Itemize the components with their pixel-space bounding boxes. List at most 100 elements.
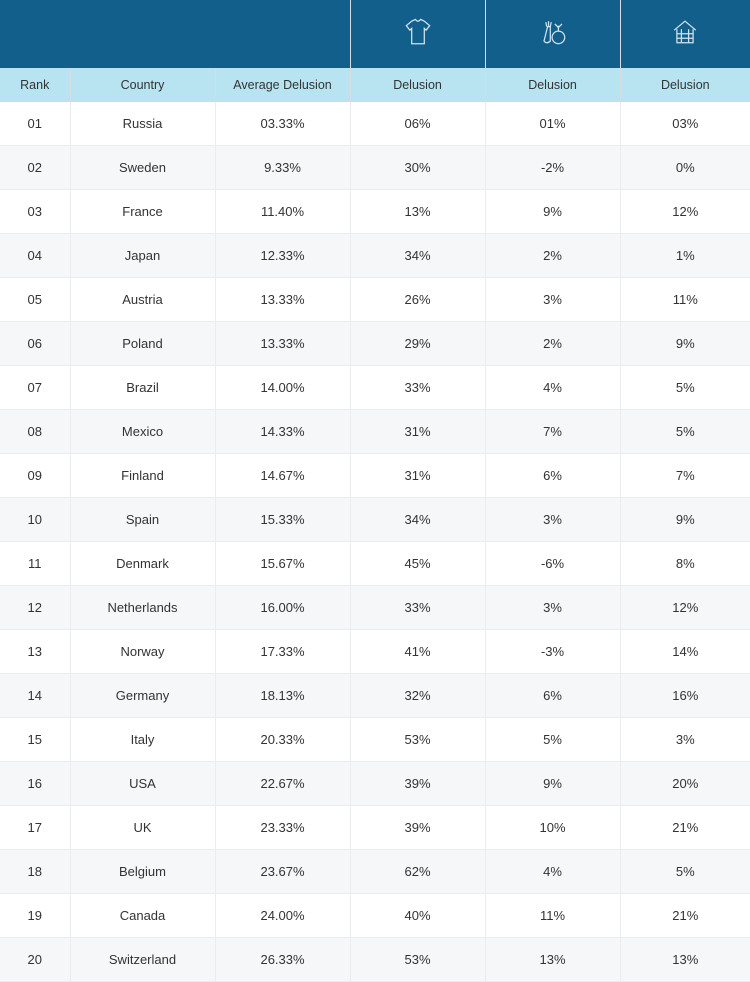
- cell-avg: 15.33%: [215, 498, 350, 542]
- cell-d2: 01%: [485, 102, 620, 146]
- table-row: 13Norway17.33%41%-3%14%: [0, 630, 750, 674]
- cell-d2: 4%: [485, 366, 620, 410]
- cell-avg: 13.33%: [215, 278, 350, 322]
- table-row: 04Japan12.33%34%2%1%: [0, 234, 750, 278]
- cell-avg: 14.67%: [215, 454, 350, 498]
- cell-country: Canada: [70, 894, 215, 938]
- header-d1: Delusion: [350, 68, 485, 102]
- cell-rank: 09: [0, 454, 70, 498]
- header-d2: Delusion: [485, 68, 620, 102]
- cell-d3: 3%: [620, 718, 750, 762]
- table-row: 06Poland13.33%29%2%9%: [0, 322, 750, 366]
- cell-avg: 9.33%: [215, 146, 350, 190]
- cell-d1: 26%: [350, 278, 485, 322]
- cell-d3: 13%: [620, 938, 750, 982]
- cell-country: Germany: [70, 674, 215, 718]
- cell-country: Netherlands: [70, 586, 215, 630]
- cell-d1: 39%: [350, 762, 485, 806]
- table-row: 10Spain15.33%34%3%9%: [0, 498, 750, 542]
- table-row: 12Netherlands16.00%33%3%12%: [0, 586, 750, 630]
- header-d3: Delusion: [620, 68, 750, 102]
- cell-avg: 12.33%: [215, 234, 350, 278]
- cell-rank: 14: [0, 674, 70, 718]
- cell-d1: 53%: [350, 718, 485, 762]
- cell-d1: 41%: [350, 630, 485, 674]
- cell-rank: 08: [0, 410, 70, 454]
- header-country: Country: [70, 68, 215, 102]
- cell-d3: 16%: [620, 674, 750, 718]
- cell-d2: -3%: [485, 630, 620, 674]
- table-row: 02Sweden9.33%30%-2%0%: [0, 146, 750, 190]
- cell-d3: 11%: [620, 278, 750, 322]
- cell-avg: 03.33%: [215, 102, 350, 146]
- cell-d1: 39%: [350, 806, 485, 850]
- cell-d1: 62%: [350, 850, 485, 894]
- delusion-table: Rank Country Average Delusion Delusion D…: [0, 0, 750, 982]
- cell-country: Belgium: [70, 850, 215, 894]
- cell-country: Japan: [70, 234, 215, 278]
- cell-d3: 5%: [620, 850, 750, 894]
- cell-d3: 21%: [620, 806, 750, 850]
- table-row: 03France11.40%13%9%12%: [0, 190, 750, 234]
- cell-country: Norway: [70, 630, 215, 674]
- cell-rank: 03: [0, 190, 70, 234]
- cell-avg: 16.00%: [215, 586, 350, 630]
- table-row: 11Denmark15.67%45%-6%8%: [0, 542, 750, 586]
- cell-country: Denmark: [70, 542, 215, 586]
- table-row: 05Austria13.33%26%3%11%: [0, 278, 750, 322]
- cell-d1: 06%: [350, 102, 485, 146]
- cell-d2: 2%: [485, 322, 620, 366]
- cell-avg: 22.67%: [215, 762, 350, 806]
- table-row: 09Finland14.67%31%6%7%: [0, 454, 750, 498]
- cell-d3: 8%: [620, 542, 750, 586]
- cell-rank: 18: [0, 850, 70, 894]
- cell-avg: 15.67%: [215, 542, 350, 586]
- table-row: 18Belgium23.67%62%4%5%: [0, 850, 750, 894]
- icon-header-blank: [0, 0, 350, 68]
- cell-rank: 07: [0, 366, 70, 410]
- cell-d1: 29%: [350, 322, 485, 366]
- header-rank: Rank: [0, 68, 70, 102]
- cell-d2: 9%: [485, 762, 620, 806]
- cell-d2: 6%: [485, 454, 620, 498]
- cell-d2: 3%: [485, 498, 620, 542]
- cell-d2: -6%: [485, 542, 620, 586]
- cell-rank: 13: [0, 630, 70, 674]
- cell-d1: 45%: [350, 542, 485, 586]
- cell-avg: 24.00%: [215, 894, 350, 938]
- cell-d1: 13%: [350, 190, 485, 234]
- vegetables-icon: [535, 14, 571, 50]
- cell-d1: 34%: [350, 498, 485, 542]
- label-header-row: Rank Country Average Delusion Delusion D…: [0, 68, 750, 102]
- icon-header-row: [0, 0, 750, 68]
- cell-d1: 31%: [350, 454, 485, 498]
- cell-country: Sweden: [70, 146, 215, 190]
- table-row: 08Mexico14.33%31%7%5%: [0, 410, 750, 454]
- cell-rank: 16: [0, 762, 70, 806]
- cell-d1: 34%: [350, 234, 485, 278]
- cell-rank: 17: [0, 806, 70, 850]
- cell-country: UK: [70, 806, 215, 850]
- cell-country: Brazil: [70, 366, 215, 410]
- cell-d1: 30%: [350, 146, 485, 190]
- cell-d3: 9%: [620, 498, 750, 542]
- cell-rank: 15: [0, 718, 70, 762]
- cell-d1: 53%: [350, 938, 485, 982]
- cell-d1: 40%: [350, 894, 485, 938]
- cell-d3: 12%: [620, 190, 750, 234]
- cell-country: Finland: [70, 454, 215, 498]
- cell-d3: 0%: [620, 146, 750, 190]
- table-row: 01Russia03.33%06%01%03%: [0, 102, 750, 146]
- cell-country: Austria: [70, 278, 215, 322]
- cell-rank: 19: [0, 894, 70, 938]
- cell-rank: 20: [0, 938, 70, 982]
- cell-avg: 20.33%: [215, 718, 350, 762]
- house-icon: [667, 14, 703, 50]
- cell-avg: 11.40%: [215, 190, 350, 234]
- cell-d3: 14%: [620, 630, 750, 674]
- cell-d3: 7%: [620, 454, 750, 498]
- cell-avg: 17.33%: [215, 630, 350, 674]
- cell-country: Italy: [70, 718, 215, 762]
- cell-country: France: [70, 190, 215, 234]
- cell-rank: 10: [0, 498, 70, 542]
